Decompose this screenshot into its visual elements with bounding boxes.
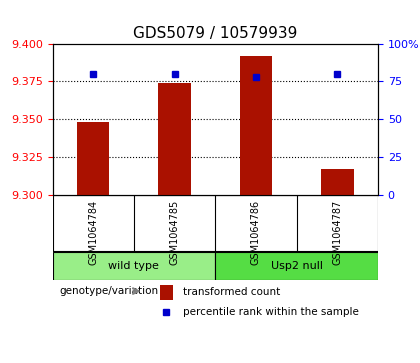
Bar bbox=[240, 56, 272, 195]
Text: GSM1064784: GSM1064784 bbox=[88, 199, 98, 265]
Bar bbox=[77, 122, 110, 195]
Text: genotype/variation: genotype/variation bbox=[59, 286, 158, 296]
Title: GDS5079 / 10579939: GDS5079 / 10579939 bbox=[133, 26, 297, 41]
Text: transformed count: transformed count bbox=[183, 287, 280, 297]
Text: percentile rank within the sample: percentile rank within the sample bbox=[183, 307, 359, 317]
Text: wild type: wild type bbox=[108, 261, 159, 272]
FancyBboxPatch shape bbox=[215, 252, 378, 281]
Text: GSM1064786: GSM1064786 bbox=[251, 199, 261, 265]
FancyBboxPatch shape bbox=[52, 252, 215, 281]
Bar bbox=[158, 83, 191, 195]
Text: Usp2 null: Usp2 null bbox=[270, 261, 323, 272]
Text: GSM1064787: GSM1064787 bbox=[332, 199, 342, 265]
Bar bbox=[321, 170, 354, 195]
Bar bbox=[160, 285, 173, 299]
Text: GSM1064785: GSM1064785 bbox=[170, 199, 180, 265]
